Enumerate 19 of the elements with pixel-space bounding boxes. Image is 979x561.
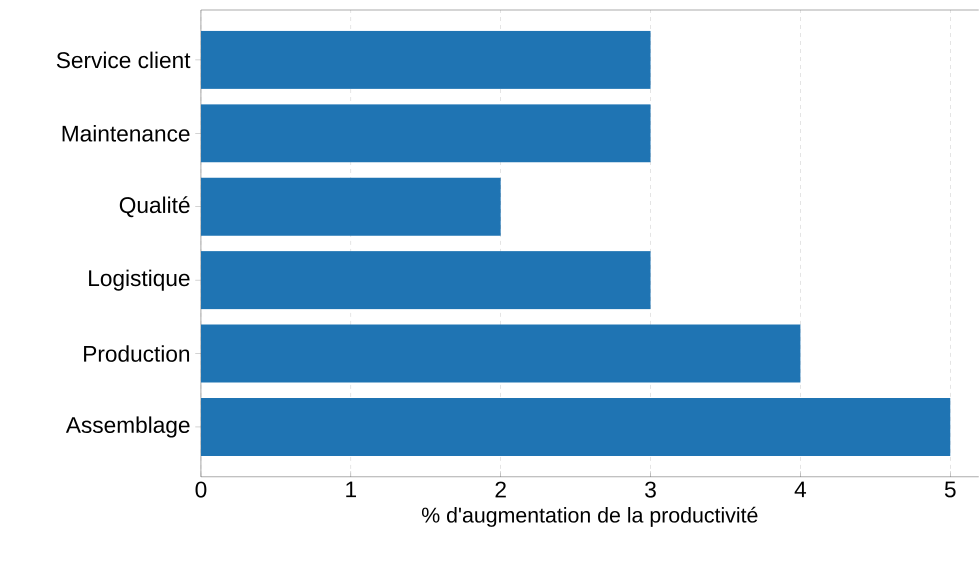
bar	[200, 178, 501, 236]
bar	[200, 398, 950, 456]
y-tick-label: Logistique	[89, 270, 190, 291]
y-tick-label: Service client	[56, 52, 190, 68]
bar	[200, 104, 651, 162]
y-tick-label: Assemblage	[66, 416, 190, 438]
x-tick-label: 5	[944, 482, 956, 498]
bar	[200, 324, 800, 383]
y-tick-label: Qualité	[120, 196, 190, 218]
bar	[200, 251, 651, 310]
bar	[200, 30, 651, 89]
x-tick-label: 2	[496, 482, 506, 498]
x-axis-title: % d'augmentation de la productivité	[422, 506, 758, 527]
x-tick-label: 1	[346, 482, 356, 498]
y-tick-label: Production	[84, 345, 190, 362]
y-tick-label: Maintenance	[62, 125, 190, 142]
x-tick-label: 3	[645, 482, 656, 498]
x-tick-label: 4	[794, 482, 806, 498]
x-tick-label: 0	[196, 482, 206, 498]
